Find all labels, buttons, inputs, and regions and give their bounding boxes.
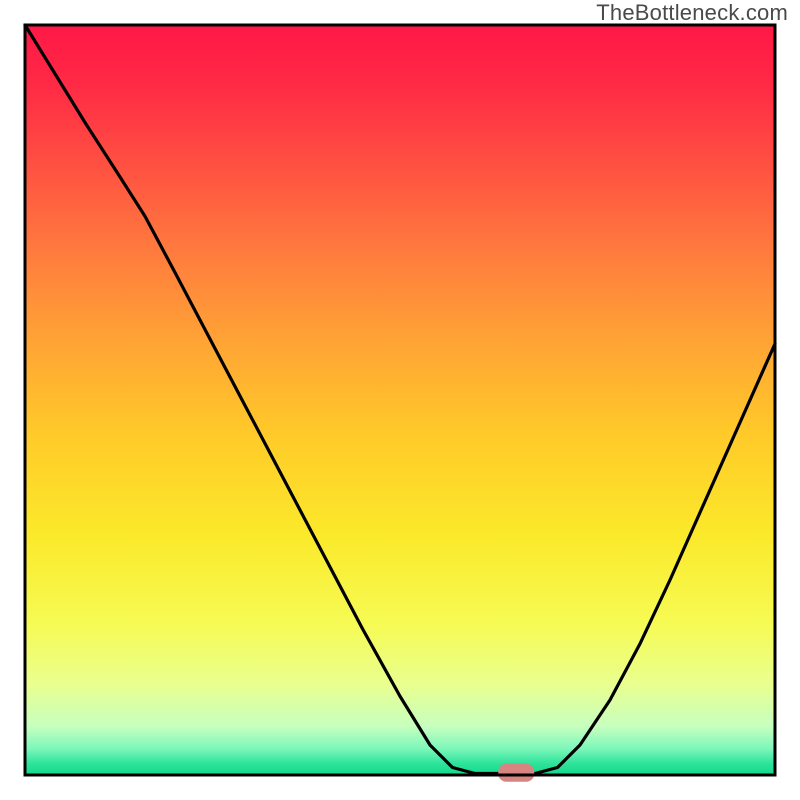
chart-container: TheBottleneck.com [0,0,800,800]
attribution-label: TheBottleneck.com [596,0,788,26]
plot-gradient-background [25,25,775,775]
bottleneck-chart-svg [0,0,800,800]
optimal-marker [498,764,534,782]
